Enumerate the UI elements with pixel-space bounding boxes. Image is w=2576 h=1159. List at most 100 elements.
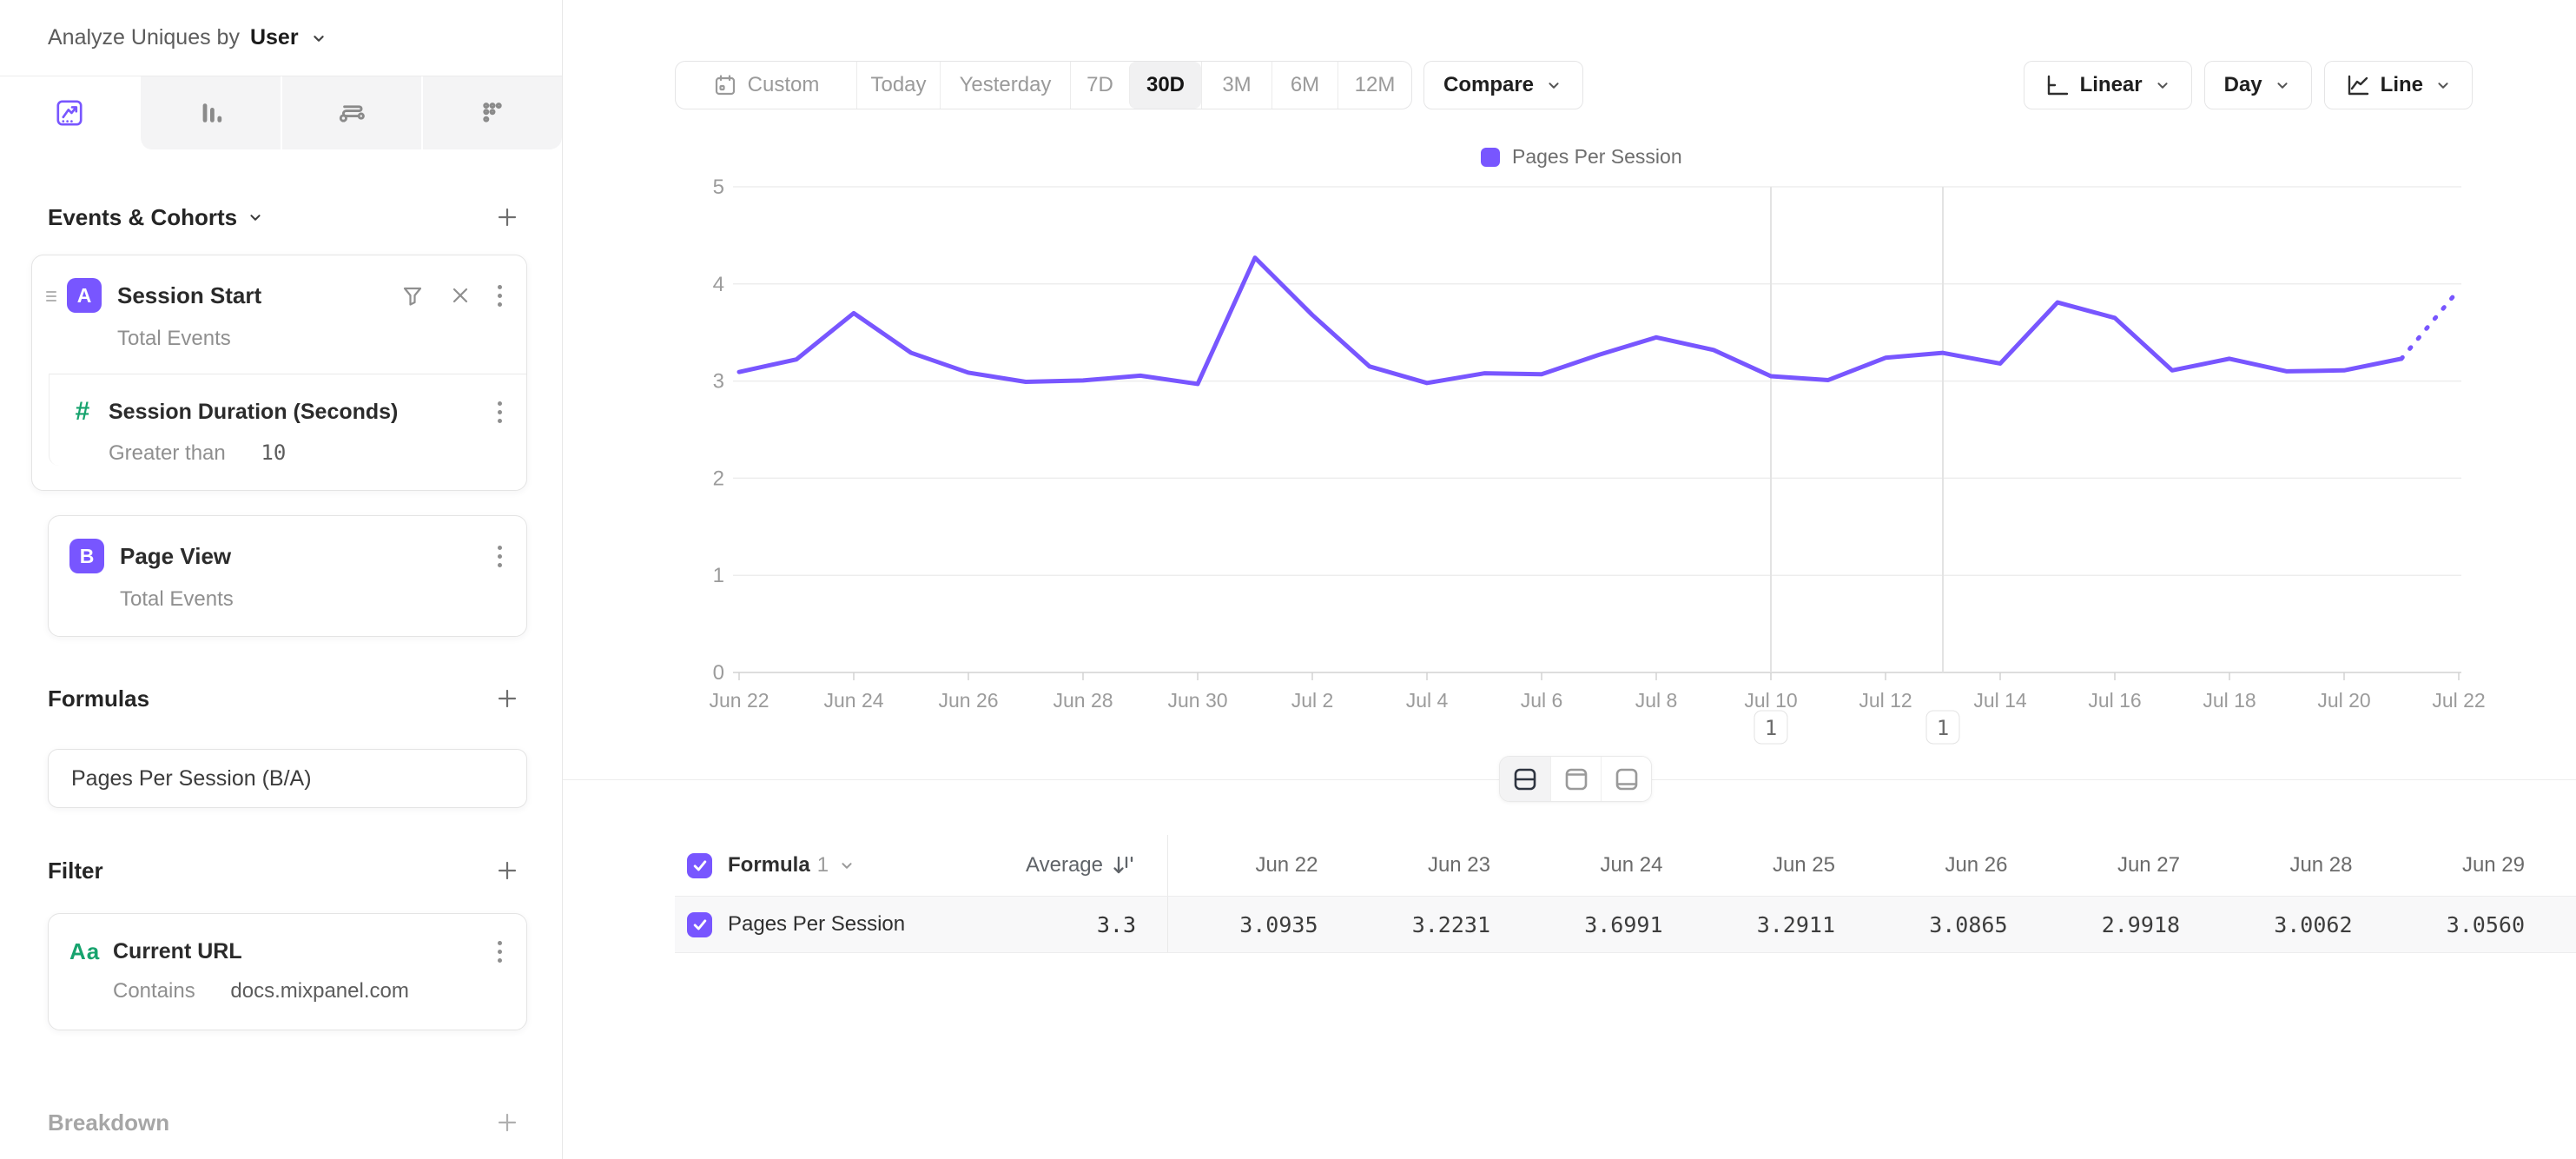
tab-retention[interactable] — [420, 76, 562, 149]
range-7d[interactable]: 7D — [1070, 62, 1129, 109]
table-column-header[interactable]: Jun 25 — [1772, 853, 1835, 877]
filter-property-title[interactable]: Current URL — [113, 939, 242, 964]
event-measurement[interactable]: Total Events — [120, 587, 234, 611]
tab-insights[interactable] — [0, 76, 140, 149]
range-yesterday[interactable]: Yesterday — [940, 62, 1070, 109]
chart-only-view-button[interactable] — [1550, 757, 1601, 801]
legend-label: Pages Per Session — [1512, 145, 1682, 168]
table-column-header[interactable]: Jun 22 — [1255, 853, 1318, 877]
analyze-uniques-row[interactable]: Analyze Uniques by User — [0, 0, 562, 76]
y-axis-tick-label: 5 — [713, 176, 724, 199]
range-custom[interactable]: Custom — [676, 62, 856, 109]
split-view-button[interactable] — [1500, 757, 1550, 801]
sort-descending-icon — [1113, 856, 1133, 874]
formula-expression[interactable]: Pages Per Session (B/A) — [71, 765, 312, 791]
table-column-header[interactable]: Jun 23 — [1427, 853, 1490, 877]
query-builder-sidebar: Analyze Uniques by User — [0, 0, 563, 1159]
breakdown-label: Breakdown — [48, 1109, 170, 1136]
close-icon[interactable] — [449, 284, 472, 307]
results-table: Formula 1 Average Jun 22 Jun 23 Jun 24 Jun … — [675, 835, 2576, 953]
granularity-selector-button[interactable]: Day — [2203, 61, 2312, 109]
range-label: 3M — [1222, 73, 1252, 96]
table-column-header[interactable]: Jun 29 — [2461, 853, 2525, 877]
linear-axis-icon — [2047, 75, 2068, 96]
annotation-badge[interactable] — [1754, 710, 1788, 745]
event-title[interactable]: Session Start — [117, 281, 262, 308]
kebab-menu-icon[interactable] — [496, 544, 504, 569]
add-event-button[interactable] — [492, 202, 522, 232]
table-cell-value: 3.0560 — [2446, 911, 2525, 937]
chart-type-label: Line — [2380, 73, 2423, 96]
property-title[interactable]: Session Duration (Seconds) — [109, 399, 399, 424]
table-cell-value: 3.2911 — [1756, 911, 1835, 937]
select-all-checkbox[interactable] — [687, 852, 712, 878]
kebab-menu-icon[interactable] — [496, 939, 504, 964]
y-axis-tick-label: 2 — [713, 467, 724, 490]
table-column-header[interactable]: Jun 24 — [1600, 853, 1663, 877]
series-line-projected[interactable] — [2399, 288, 2461, 361]
tab-funnels[interactable] — [139, 76, 281, 149]
analyze-label: Analyze Uniques by — [48, 25, 240, 50]
calendar-icon — [715, 75, 735, 96]
range-6m[interactable]: 6M — [1271, 62, 1338, 109]
table-cell-value: 2.9918 — [2101, 911, 2180, 937]
y-axis-tick-label: 4 — [713, 273, 724, 296]
events-cohorts-label: Events & Cohorts — [48, 203, 238, 230]
bar-chart-icon — [202, 103, 222, 123]
filter-operator[interactable]: Contains — [113, 979, 195, 1003]
annotation-count: 1 — [1937, 716, 1949, 740]
filter-funnel-icon[interactable] — [400, 283, 425, 308]
x-axis-tick-label: Jul 14 — [1973, 689, 2027, 712]
chevron-down-icon[interactable] — [837, 856, 856, 875]
y-axis-tick-label: 1 — [713, 564, 724, 587]
kebab-menu-icon[interactable] — [496, 283, 504, 308]
chevron-down-icon — [2277, 83, 2288, 89]
drag-handle-icon[interactable] — [43, 285, 63, 306]
tab-flows[interactable] — [280, 76, 421, 149]
report-tab-strip — [0, 76, 562, 149]
series-line[interactable] — [736, 255, 2404, 387]
event-card-session-start[interactable]: A Session Start Total Events # Session D… — [31, 255, 527, 491]
filter-value[interactable]: docs.mixpanel.com — [230, 979, 409, 1003]
table-only-view-button[interactable] — [1601, 757, 1651, 801]
x-axis-tick-label: Jul 8 — [1635, 689, 1678, 712]
analyze-value[interactable]: User — [249, 25, 299, 50]
annotation-count: 1 — [1765, 716, 1777, 740]
x-axis-tick-label: Jul 6 — [1521, 689, 1563, 712]
add-formula-button[interactable] — [492, 684, 522, 713]
range-label: Today — [870, 73, 927, 96]
property-value[interactable]: 10 — [261, 440, 287, 465]
range-30d[interactable]: 30D — [1129, 62, 1201, 109]
formula-card[interactable]: Pages Per Session (B/A) — [48, 749, 527, 808]
table-column-header[interactable]: Jun 26 — [1945, 853, 2008, 877]
table-row[interactable]: Pages Per Session 3.3 3.0935 3.2231 3.6991… — [675, 896, 2576, 953]
event-measurement[interactable]: Total Events — [117, 327, 231, 350]
kebab-menu-icon[interactable] — [496, 400, 504, 425]
events-cohorts-title[interactable]: Events & Cohorts — [48, 204, 265, 231]
scale-selector-button[interactable]: Linear — [2023, 61, 2192, 109]
x-axis-tick-label: Jul 2 — [1291, 689, 1334, 712]
add-filter-button[interactable] — [492, 856, 522, 885]
table-column-header[interactable]: Jun 28 — [2289, 853, 2353, 877]
add-breakdown-button[interactable] — [492, 1108, 522, 1137]
average-sort-header[interactable]: Average — [1026, 853, 1136, 878]
formula-group-label[interactable]: Formula — [728, 853, 810, 877]
event-card-page-view[interactable]: B Page View Total Events — [48, 515, 527, 637]
line-chart[interactable]: Pages Per Session 0 1 2 3 4 5 1 1 Jun 22 Jun 24 Jun… — [563, 122, 2576, 769]
table-cell-value: 3.0935 — [1239, 911, 1318, 937]
x-axis-tick-label: Jun 30 — [1167, 689, 1227, 712]
numeric-property-card[interactable]: # Session Duration (Seconds) Greater tha… — [49, 374, 526, 466]
top-panel-view-icon — [1565, 768, 1587, 790]
chart-type-selector-button[interactable]: Line — [2323, 61, 2473, 109]
range-3m[interactable]: 3M — [1201, 62, 1271, 109]
compare-button[interactable]: Compare — [1423, 61, 1584, 109]
range-today[interactable]: Today — [856, 62, 940, 109]
property-operator[interactable]: Greater than — [109, 441, 226, 465]
event-title[interactable]: Page View — [120, 542, 232, 569]
chevron-down-icon — [313, 35, 324, 42]
row-checkbox[interactable] — [687, 911, 712, 937]
filter-card-current-url[interactable]: Aa Current URL Contains docs.mixpanel.co… — [48, 913, 527, 1030]
table-column-header[interactable]: Jun 27 — [2117, 853, 2180, 877]
annotation-badge[interactable] — [1925, 710, 1960, 745]
range-12m[interactable]: 12M — [1338, 62, 1411, 109]
